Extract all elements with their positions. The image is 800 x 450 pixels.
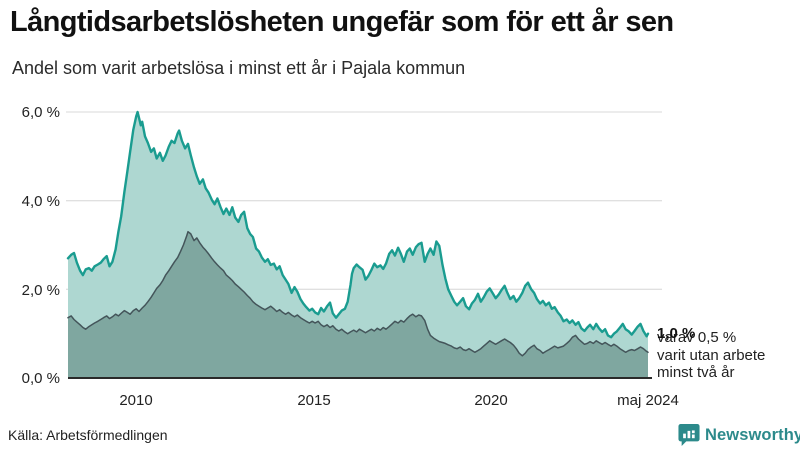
line-series2 [67, 230, 649, 357]
y-tick-label: 2,0 % [22, 282, 60, 299]
y-tick-label: 6,0 % [22, 104, 60, 121]
series1-end-annotation: 1,0 % [657, 325, 696, 342]
annotation-line: varav 0,5 % [657, 329, 737, 346]
page-title: Långtidsarbetslösheten ungefär som för e… [10, 6, 674, 38]
y-tick-label: 4,0 % [22, 193, 60, 210]
brand-wordmark: Newsworthy [705, 425, 800, 444]
chart-subtitle: Andel som varit arbetslösa i minst ett å… [12, 58, 466, 78]
source-attribution: Källa: Arbetsförmedlingen [8, 427, 168, 443]
annotation-line: minst två år [657, 364, 735, 381]
x-tick-label: 2015 [297, 392, 330, 409]
area-series [66, 110, 650, 378]
newsworthy-logo: Newsworthy [678, 423, 800, 447]
series2-end-annotation: varav 0,5 % varit utan arbete minst två … [657, 329, 797, 382]
annotation-line: varit utan arbete [657, 346, 766, 364]
line-series1 [66, 110, 650, 339]
x-tick-label: maj 2024 [617, 392, 679, 409]
y-tick-label: 0,0 % [22, 370, 60, 387]
area-fill-series2 [68, 231, 648, 378]
x-tick-label: 2020 [474, 392, 507, 409]
x-tick-label: 2010 [119, 392, 152, 409]
newsworthy-barchart-icon [678, 424, 700, 446]
